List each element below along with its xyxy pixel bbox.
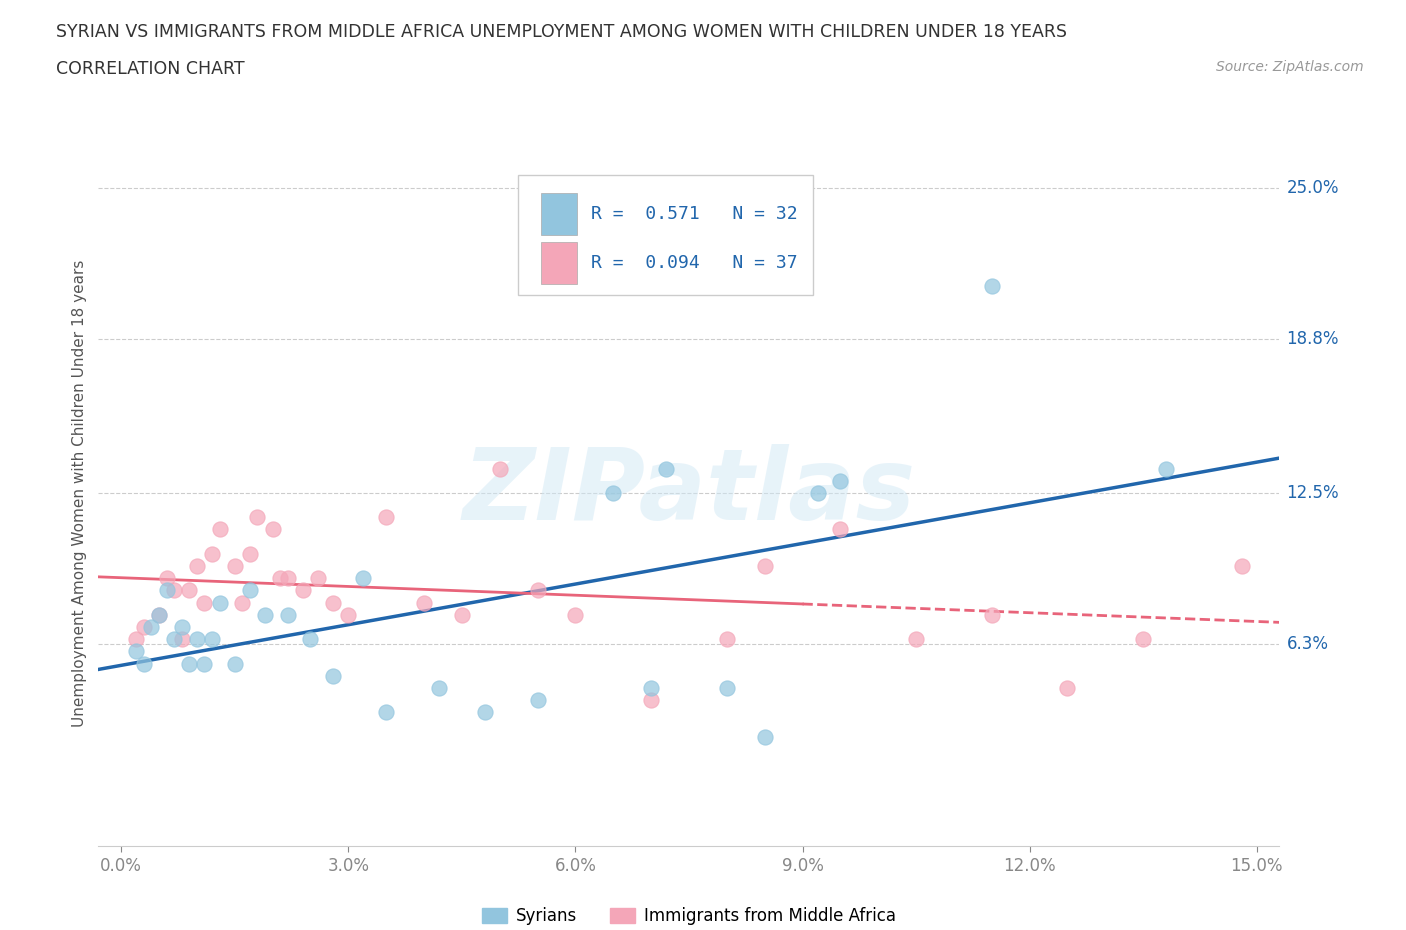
Point	[253, 607, 276, 622]
Text: 12.5%: 12.5%	[1286, 484, 1339, 502]
FancyBboxPatch shape	[517, 175, 813, 295]
Point	[488, 461, 510, 476]
Point	[208, 595, 231, 610]
Point	[640, 693, 662, 708]
Point	[155, 583, 177, 598]
Point	[148, 607, 170, 622]
Point	[526, 693, 548, 708]
Point	[193, 656, 215, 671]
Text: CORRELATION CHART: CORRELATION CHART	[56, 60, 245, 78]
Point	[186, 559, 208, 574]
Point	[375, 510, 398, 525]
Point	[170, 619, 193, 634]
Point	[807, 485, 830, 500]
Point	[277, 571, 299, 586]
Point	[564, 607, 586, 622]
Y-axis label: Unemployment Among Women with Children Under 18 years: Unemployment Among Women with Children U…	[72, 259, 87, 726]
Point	[413, 595, 436, 610]
Point	[474, 705, 496, 720]
Point	[299, 631, 322, 646]
Point	[352, 571, 374, 586]
Point	[208, 522, 231, 537]
Text: SYRIAN VS IMMIGRANTS FROM MIDDLE AFRICA UNEMPLOYMENT AMONG WOMEN WITH CHILDREN U: SYRIAN VS IMMIGRANTS FROM MIDDLE AFRICA …	[56, 23, 1067, 41]
Text: R =  0.094   N = 37: R = 0.094 N = 37	[591, 254, 797, 272]
Point	[193, 595, 215, 610]
Point	[1132, 631, 1154, 646]
Point	[980, 607, 1002, 622]
Point	[716, 681, 738, 696]
Point	[132, 619, 155, 634]
Point	[602, 485, 624, 500]
Point	[125, 644, 148, 658]
Point	[526, 583, 548, 598]
Point	[754, 559, 776, 574]
Point	[163, 583, 186, 598]
Point	[155, 571, 177, 586]
Point	[132, 656, 155, 671]
Point	[307, 571, 329, 586]
Text: Source: ZipAtlas.com: Source: ZipAtlas.com	[1216, 60, 1364, 74]
Point	[239, 583, 262, 598]
Text: R =  0.571   N = 32: R = 0.571 N = 32	[591, 205, 797, 222]
Point	[224, 656, 246, 671]
Point	[830, 473, 852, 488]
Point	[179, 583, 201, 598]
Point	[269, 571, 291, 586]
Point	[1056, 681, 1078, 696]
FancyBboxPatch shape	[541, 193, 576, 235]
FancyBboxPatch shape	[541, 242, 576, 285]
Point	[427, 681, 450, 696]
Point	[246, 510, 269, 525]
Text: 6.3%: 6.3%	[1286, 635, 1329, 653]
Point	[291, 583, 314, 598]
Point	[239, 547, 262, 562]
Point	[201, 547, 224, 562]
Point	[163, 631, 186, 646]
Point	[1154, 461, 1177, 476]
Point	[375, 705, 398, 720]
Point	[450, 607, 472, 622]
Text: 18.8%: 18.8%	[1286, 330, 1339, 349]
Point	[141, 619, 163, 634]
Point	[224, 559, 246, 574]
Point	[277, 607, 299, 622]
Point	[186, 631, 208, 646]
Point	[231, 595, 253, 610]
Point	[980, 278, 1002, 293]
Text: ZIPatlas: ZIPatlas	[463, 445, 915, 541]
Point	[148, 607, 170, 622]
Point	[830, 522, 852, 537]
Point	[322, 669, 344, 684]
Point	[170, 631, 193, 646]
Text: 25.0%: 25.0%	[1286, 179, 1339, 197]
Point	[322, 595, 344, 610]
Point	[905, 631, 928, 646]
Point	[640, 681, 662, 696]
Point	[655, 461, 678, 476]
Point	[1230, 559, 1253, 574]
Point	[716, 631, 738, 646]
Point	[179, 656, 201, 671]
Legend: Syrians, Immigrants from Middle Africa: Syrians, Immigrants from Middle Africa	[475, 900, 903, 930]
Point	[201, 631, 224, 646]
Point	[337, 607, 360, 622]
Point	[262, 522, 284, 537]
Point	[754, 729, 776, 744]
Point	[125, 631, 148, 646]
